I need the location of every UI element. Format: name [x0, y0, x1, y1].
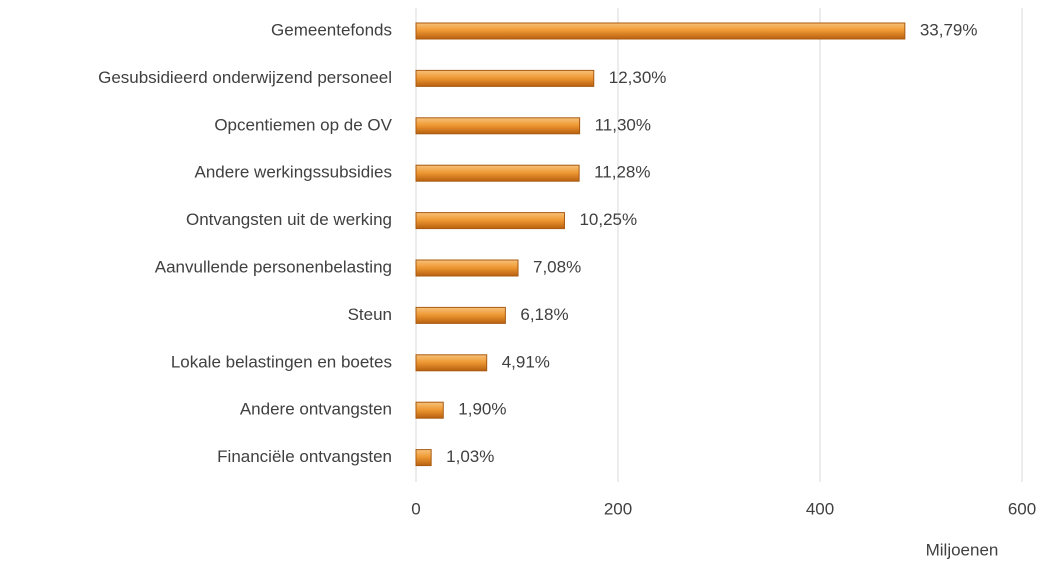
bar: [415, 212, 565, 230]
bar: [415, 164, 580, 182]
data-label: 6,18%: [520, 305, 568, 324]
data-label: 12,30%: [609, 68, 667, 87]
y-tick-label: Gesubsidieerd onderwijzend personeel: [98, 68, 392, 87]
y-tick-label: Gemeentefonds: [271, 20, 392, 39]
x-axis-label: Miljoenen: [926, 540, 999, 559]
data-label: 4,91%: [502, 352, 550, 371]
x-tick-label: 200: [604, 499, 632, 518]
bar: [415, 449, 432, 467]
bar: [415, 259, 519, 277]
y-tick-label: Opcentiemen op de OV: [214, 115, 392, 134]
data-label: 1,03%: [446, 447, 494, 466]
y-tick-label: Aanvullende personenbelasting: [155, 257, 392, 276]
bar: [415, 69, 595, 87]
data-label: 7,08%: [533, 257, 581, 276]
bar: [415, 117, 581, 135]
data-label: 11,30%: [595, 115, 651, 134]
x-tick-label: 400: [806, 499, 834, 518]
data-label: 10,25%: [579, 210, 637, 229]
y-tick-label: Andere ontvangsten: [240, 400, 392, 419]
bar: [415, 401, 444, 419]
y-tick-label: Ontvangsten uit de werking: [186, 210, 392, 229]
y-tick-label: Financiële ontvangsten: [217, 447, 392, 466]
data-label: 1,90%: [458, 400, 506, 419]
bar: [415, 354, 488, 372]
y-tick-label: Andere werkingssubsidies: [195, 163, 393, 182]
data-label: 33,79%: [920, 20, 978, 39]
bar: [415, 306, 506, 324]
bar: [415, 22, 906, 40]
y-tick-label: Steun: [348, 305, 392, 324]
y-tick-label: Lokale belastingen en boetes: [171, 352, 392, 371]
x-tick-label: 0: [411, 499, 420, 518]
x-tick-label: 600: [1008, 499, 1036, 518]
data-label: 11,28%: [594, 163, 650, 182]
